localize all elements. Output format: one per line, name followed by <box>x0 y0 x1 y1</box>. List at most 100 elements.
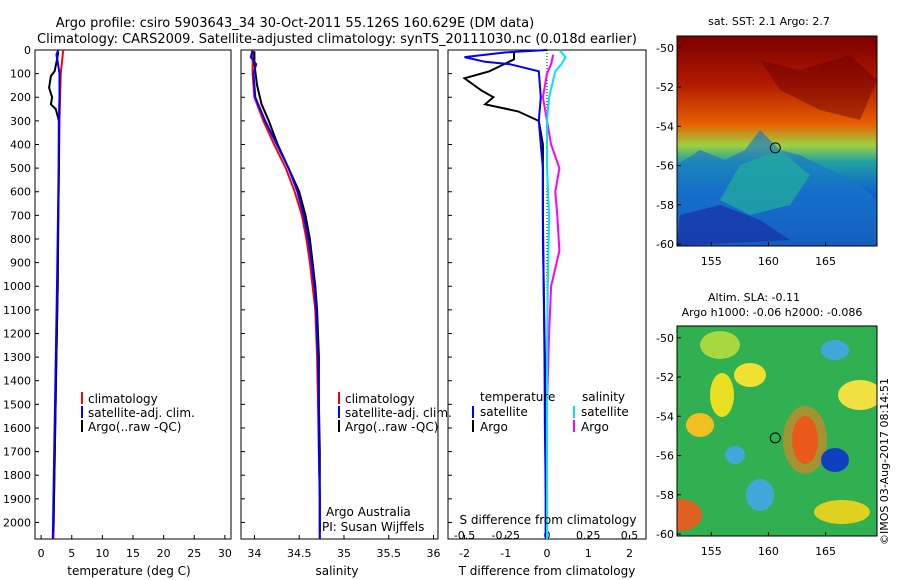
map-y-tick-label: -56 <box>656 450 674 463</box>
temperature-legend: climatology satellite-adj. clim. Argo(..… <box>81 392 195 434</box>
map-y-tick-label: -54 <box>656 120 674 133</box>
sla-anomaly <box>783 406 827 474</box>
sla-anomaly <box>700 331 740 359</box>
legend-climatology-label: climatology <box>345 392 415 406</box>
map-y-tick-label: -52 <box>656 81 674 94</box>
legend-argo-label: Argo(..raw -QC) <box>88 420 181 434</box>
sla-map-subtitle: Argo h1000: -0.06 h2000: -0.086 <box>682 306 863 319</box>
temperature-axes-frame <box>34 49 232 540</box>
y-tick-label: 100 <box>10 68 31 81</box>
map-y-tick-label: -58 <box>656 199 674 212</box>
legend-sal-argo-label: Argo <box>581 420 609 434</box>
legend-salinity-header: salinity <box>582 390 625 404</box>
top-x-tick-label: 0.5 <box>621 529 639 542</box>
sla-map-image <box>677 326 877 536</box>
x-tick-label: 35.5 <box>377 547 402 560</box>
annotation-line2: PI: Susan Wijffels <box>322 520 424 534</box>
legend-satellite-label: satellite-adj. clim. <box>88 406 195 420</box>
y-tick-label: 1000 <box>3 280 31 293</box>
sla-anomaly <box>821 448 849 472</box>
sst-deep-cold-region <box>677 205 790 246</box>
legend-satellite-label: satellite-adj. clim. <box>345 406 452 420</box>
y-tick-label: 600 <box>10 186 31 199</box>
x-tick-label: 10 <box>95 547 109 560</box>
y-tick-label: 800 <box>10 233 31 246</box>
sst-warm-region <box>760 55 877 120</box>
sla-anomaly <box>821 340 849 360</box>
map-y-tick-label: -60 <box>656 528 674 541</box>
profile-location-marker <box>769 142 781 154</box>
satellite-line <box>249 49 321 539</box>
legend-temperature-header: temperature <box>480 390 555 404</box>
x-tick-label: -2 <box>459 547 470 560</box>
salinity-panel: 34 34.5 35 35.5 36 salinity climatology sate… <box>240 49 452 578</box>
map-x-tick-label: 165 <box>815 255 836 268</box>
satellite-line <box>51 49 61 540</box>
x-tick-label: 30 <box>218 547 232 560</box>
top-x-tick-label: -0.25 <box>492 529 520 542</box>
x-tick-label: 5 <box>68 547 75 560</box>
sst-map-image <box>677 36 877 246</box>
profile-location-marker <box>769 432 781 444</box>
sla-anomaly <box>677 499 702 531</box>
difference-xlabel: T difference from climatology <box>458 564 636 578</box>
map-y-tick-label: -58 <box>656 489 674 502</box>
temperature-x-ticks: 0 5 10 15 20 25 30 <box>38 535 232 560</box>
sst-map-panel: sat. SST: 2.1 Argo: 2.7 155 160 165 -50 -52 -… <box>656 15 878 268</box>
y-tick-label: 1700 <box>3 446 31 459</box>
sla-anomaly <box>710 373 734 417</box>
sla-anomaly <box>746 479 774 511</box>
x-tick-label: 35 <box>337 547 351 560</box>
x-tick-label: 2 <box>626 547 633 560</box>
sla-anomaly <box>814 500 870 524</box>
argo-salinity-difference-line <box>541 54 561 532</box>
y-tick-label: 500 <box>10 162 31 175</box>
legend-sal-satellite-label: satellite <box>581 405 629 419</box>
map-x-tick-label: 160 <box>758 255 779 268</box>
temperature-xlabel: temperature (deg C) <box>67 564 190 578</box>
annotation-line1: Argo Australia <box>326 505 411 519</box>
x-tick-label: 34 <box>247 547 261 560</box>
y-tick-label: 1400 <box>3 375 31 388</box>
salinity-series <box>249 49 321 539</box>
satellite-salinity-difference-line <box>546 49 567 539</box>
x-tick-label: 25 <box>187 547 201 560</box>
y-tick-label: 1500 <box>3 398 31 411</box>
legend-temp-satellite-label: satellite <box>480 405 528 419</box>
title-line2: Climatology: CARS2009. Satellite-adjuste… <box>37 32 637 47</box>
x-tick-label: 15 <box>126 547 140 560</box>
map-y-tick-label: -52 <box>656 371 674 384</box>
title-line1: Argo profile: csiro 5903643_34 30-Oct-20… <box>56 16 534 31</box>
map-x-tick-label: 155 <box>701 545 722 558</box>
map-y-tick-label: -60 <box>656 238 674 251</box>
y-tick-label: 1300 <box>3 351 31 364</box>
side-label: ©IMOS 03-Aug-2017 08:14:51 <box>878 378 891 545</box>
difference-panel: -2 -1 0 1 2-0.5 -0.25 0 0.25 0.5 T difference fr… <box>447 49 647 578</box>
y-tick-label: 1800 <box>3 469 31 482</box>
y-tick-label: 1100 <box>3 304 31 317</box>
legend-climatology-label: climatology <box>88 392 158 406</box>
map-x-tick-label: 155 <box>701 255 722 268</box>
y-tick-label: 900 <box>10 257 31 270</box>
sla-map-panel: Altim. SLA: -0.11 Argo h1000: -0.06 h200… <box>656 291 878 558</box>
satellite-temperature-difference-line <box>464 49 548 539</box>
map-y-tick-label: -50 <box>656 42 674 55</box>
y-tick-label: 1600 <box>3 422 31 435</box>
y-tick-label: 200 <box>10 91 31 104</box>
sla-anomaly <box>725 446 745 464</box>
y-tick-label: 2000 <box>3 516 31 529</box>
sla-map-frame <box>676 325 878 537</box>
x-tick-label: 36 <box>427 547 441 560</box>
x-tick-label: 20 <box>157 547 171 560</box>
sst-map-title: sat. SST: 2.1 Argo: 2.7 <box>708 15 830 28</box>
sla-anomaly <box>838 380 877 410</box>
sst-map-frame <box>676 35 878 247</box>
temperature-panel: 0100200300400500600700800900100011001200… <box>3 44 232 578</box>
y-tick-label: 1900 <box>3 493 31 506</box>
map-x-tick-label: 160 <box>758 545 779 558</box>
sst-map-ticks: 155 160 165 -50 -52 -54 -56 -58 -60 <box>656 42 836 268</box>
difference-series <box>462 49 567 539</box>
x-tick-label: -1 <box>500 547 511 560</box>
sla-map-title: Altim. SLA: -0.11 <box>708 291 800 304</box>
